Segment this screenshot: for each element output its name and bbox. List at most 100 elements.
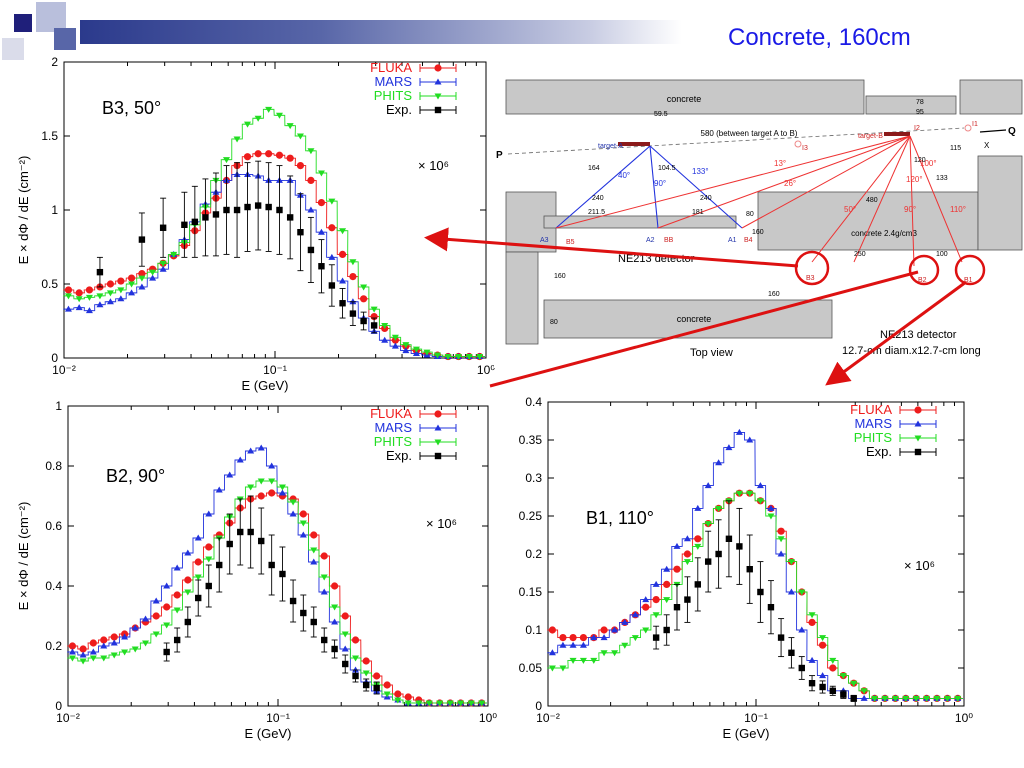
legend-marker — [434, 410, 442, 418]
marker-phits — [96, 293, 104, 300]
x-axis-label: E (GeV) — [245, 726, 292, 741]
marker-phits — [850, 680, 858, 687]
point-I2: I2 — [914, 125, 920, 132]
marker-mars — [642, 596, 650, 603]
marker-exp — [254, 202, 262, 209]
marker-fluka — [205, 543, 213, 551]
marker-phits — [341, 631, 349, 638]
marker-phits — [694, 543, 702, 550]
marker-phits — [173, 607, 181, 614]
series-line-phits — [63, 108, 485, 357]
marker-fluka — [808, 618, 816, 626]
marker-mars — [138, 283, 146, 290]
marker-phits — [455, 354, 463, 361]
y-tick-label: 0.3 — [525, 471, 542, 485]
marker-exp — [370, 322, 378, 329]
marker-mars — [307, 206, 315, 213]
marker-fluka — [829, 664, 837, 672]
marker-mars — [226, 471, 234, 478]
marker-fluka — [254, 150, 262, 158]
multiplier-label: × 10⁶ — [904, 558, 935, 573]
angle-120: 120° — [906, 175, 923, 184]
marker-phits — [268, 478, 276, 485]
corner-square-light — [36, 2, 66, 32]
series-line-mars — [63, 174, 485, 357]
multiplier-label: × 10⁶ — [426, 516, 457, 531]
angle-40: 40° — [618, 171, 630, 180]
marker-exp — [373, 684, 380, 692]
marker-mars — [725, 444, 733, 451]
marker-phits — [142, 640, 150, 647]
legend-label: Exp. — [866, 444, 892, 459]
marker-mars — [663, 565, 671, 572]
marker-phits — [233, 136, 241, 143]
marker-phits — [433, 352, 441, 359]
marker-phits — [328, 198, 336, 205]
marker-exp — [202, 214, 209, 221]
marker-phits — [391, 334, 399, 341]
angle-26: 26° — [784, 179, 796, 188]
legend-label: PHITS — [854, 430, 893, 445]
point-I3-marker — [794, 140, 802, 148]
marker-exp — [163, 648, 170, 656]
y-tick-label: 1 — [51, 203, 58, 217]
marker-phits — [184, 589, 192, 596]
marker-mars — [131, 624, 139, 631]
marker-mars — [64, 305, 72, 312]
marker-exp — [652, 634, 660, 641]
x-tick-label: 10⁰ — [955, 711, 973, 725]
marker-phits — [362, 670, 370, 677]
legend-marker — [914, 435, 922, 442]
concrete-block-middle — [543, 215, 737, 229]
marker-mars — [331, 618, 339, 625]
marker-mars — [569, 641, 577, 648]
marker-fluka — [383, 681, 391, 689]
marker-mars — [89, 648, 97, 655]
chart-b2: 0 0.2 0.4 0.6 0.8 1 10⁻² 10⁻¹ 10⁰ E (GeV) E × dΦ /… — [16, 399, 497, 741]
marker-fluka — [683, 550, 692, 558]
x-tick-label: 10⁻² — [536, 711, 560, 725]
marker-exp — [300, 609, 307, 617]
concrete-block-top-far — [959, 79, 1023, 115]
marker-phits — [631, 635, 639, 642]
svg-text:104.5: 104.5 — [658, 165, 676, 172]
marker-fluka — [127, 274, 136, 282]
marker-fluka — [341, 612, 349, 620]
marker-fluka — [694, 535, 702, 543]
marker-phits — [735, 490, 743, 497]
marker-fluka — [320, 552, 328, 560]
multiplier-label: × 10⁶ — [418, 158, 449, 173]
target-b-label: target-B — [858, 133, 883, 140]
marker-fluka — [110, 633, 118, 641]
concrete-label-bottom: concrete — [677, 314, 712, 324]
marker-phits — [370, 306, 378, 313]
marker-exp — [829, 687, 836, 694]
marker-exp — [694, 581, 701, 588]
marker-exp — [840, 691, 847, 698]
legend-label: PHITS — [374, 88, 413, 103]
dist-ab-label: 580 (between target A to B) — [701, 129, 798, 138]
series-line-phits — [547, 492, 963, 699]
marker-mars — [548, 649, 556, 656]
marker-mars — [673, 542, 681, 549]
legend-label: MARS — [374, 74, 412, 89]
angle-13: 13° — [774, 159, 786, 168]
marker-phits — [275, 112, 283, 119]
marker-exp — [244, 203, 251, 211]
x-axis-label: E (GeV) — [242, 378, 289, 393]
concrete-block-top-right — [865, 95, 957, 115]
marker-mars — [100, 642, 108, 649]
x-tick-label: 10⁻² — [52, 363, 76, 377]
marker-phits — [902, 695, 910, 702]
legend-marker — [914, 420, 922, 427]
marker-fluka — [138, 270, 146, 278]
concrete-block-top-left — [505, 79, 865, 115]
marker-phits — [339, 228, 347, 235]
marker-phits — [85, 294, 93, 301]
marker-exp — [746, 566, 753, 573]
legend-label: FLUKA — [850, 402, 892, 417]
marker-mars — [339, 277, 347, 284]
det-A1: A1 — [728, 237, 737, 244]
top-view-label: Top view — [690, 347, 733, 359]
marker-exp — [342, 660, 349, 668]
